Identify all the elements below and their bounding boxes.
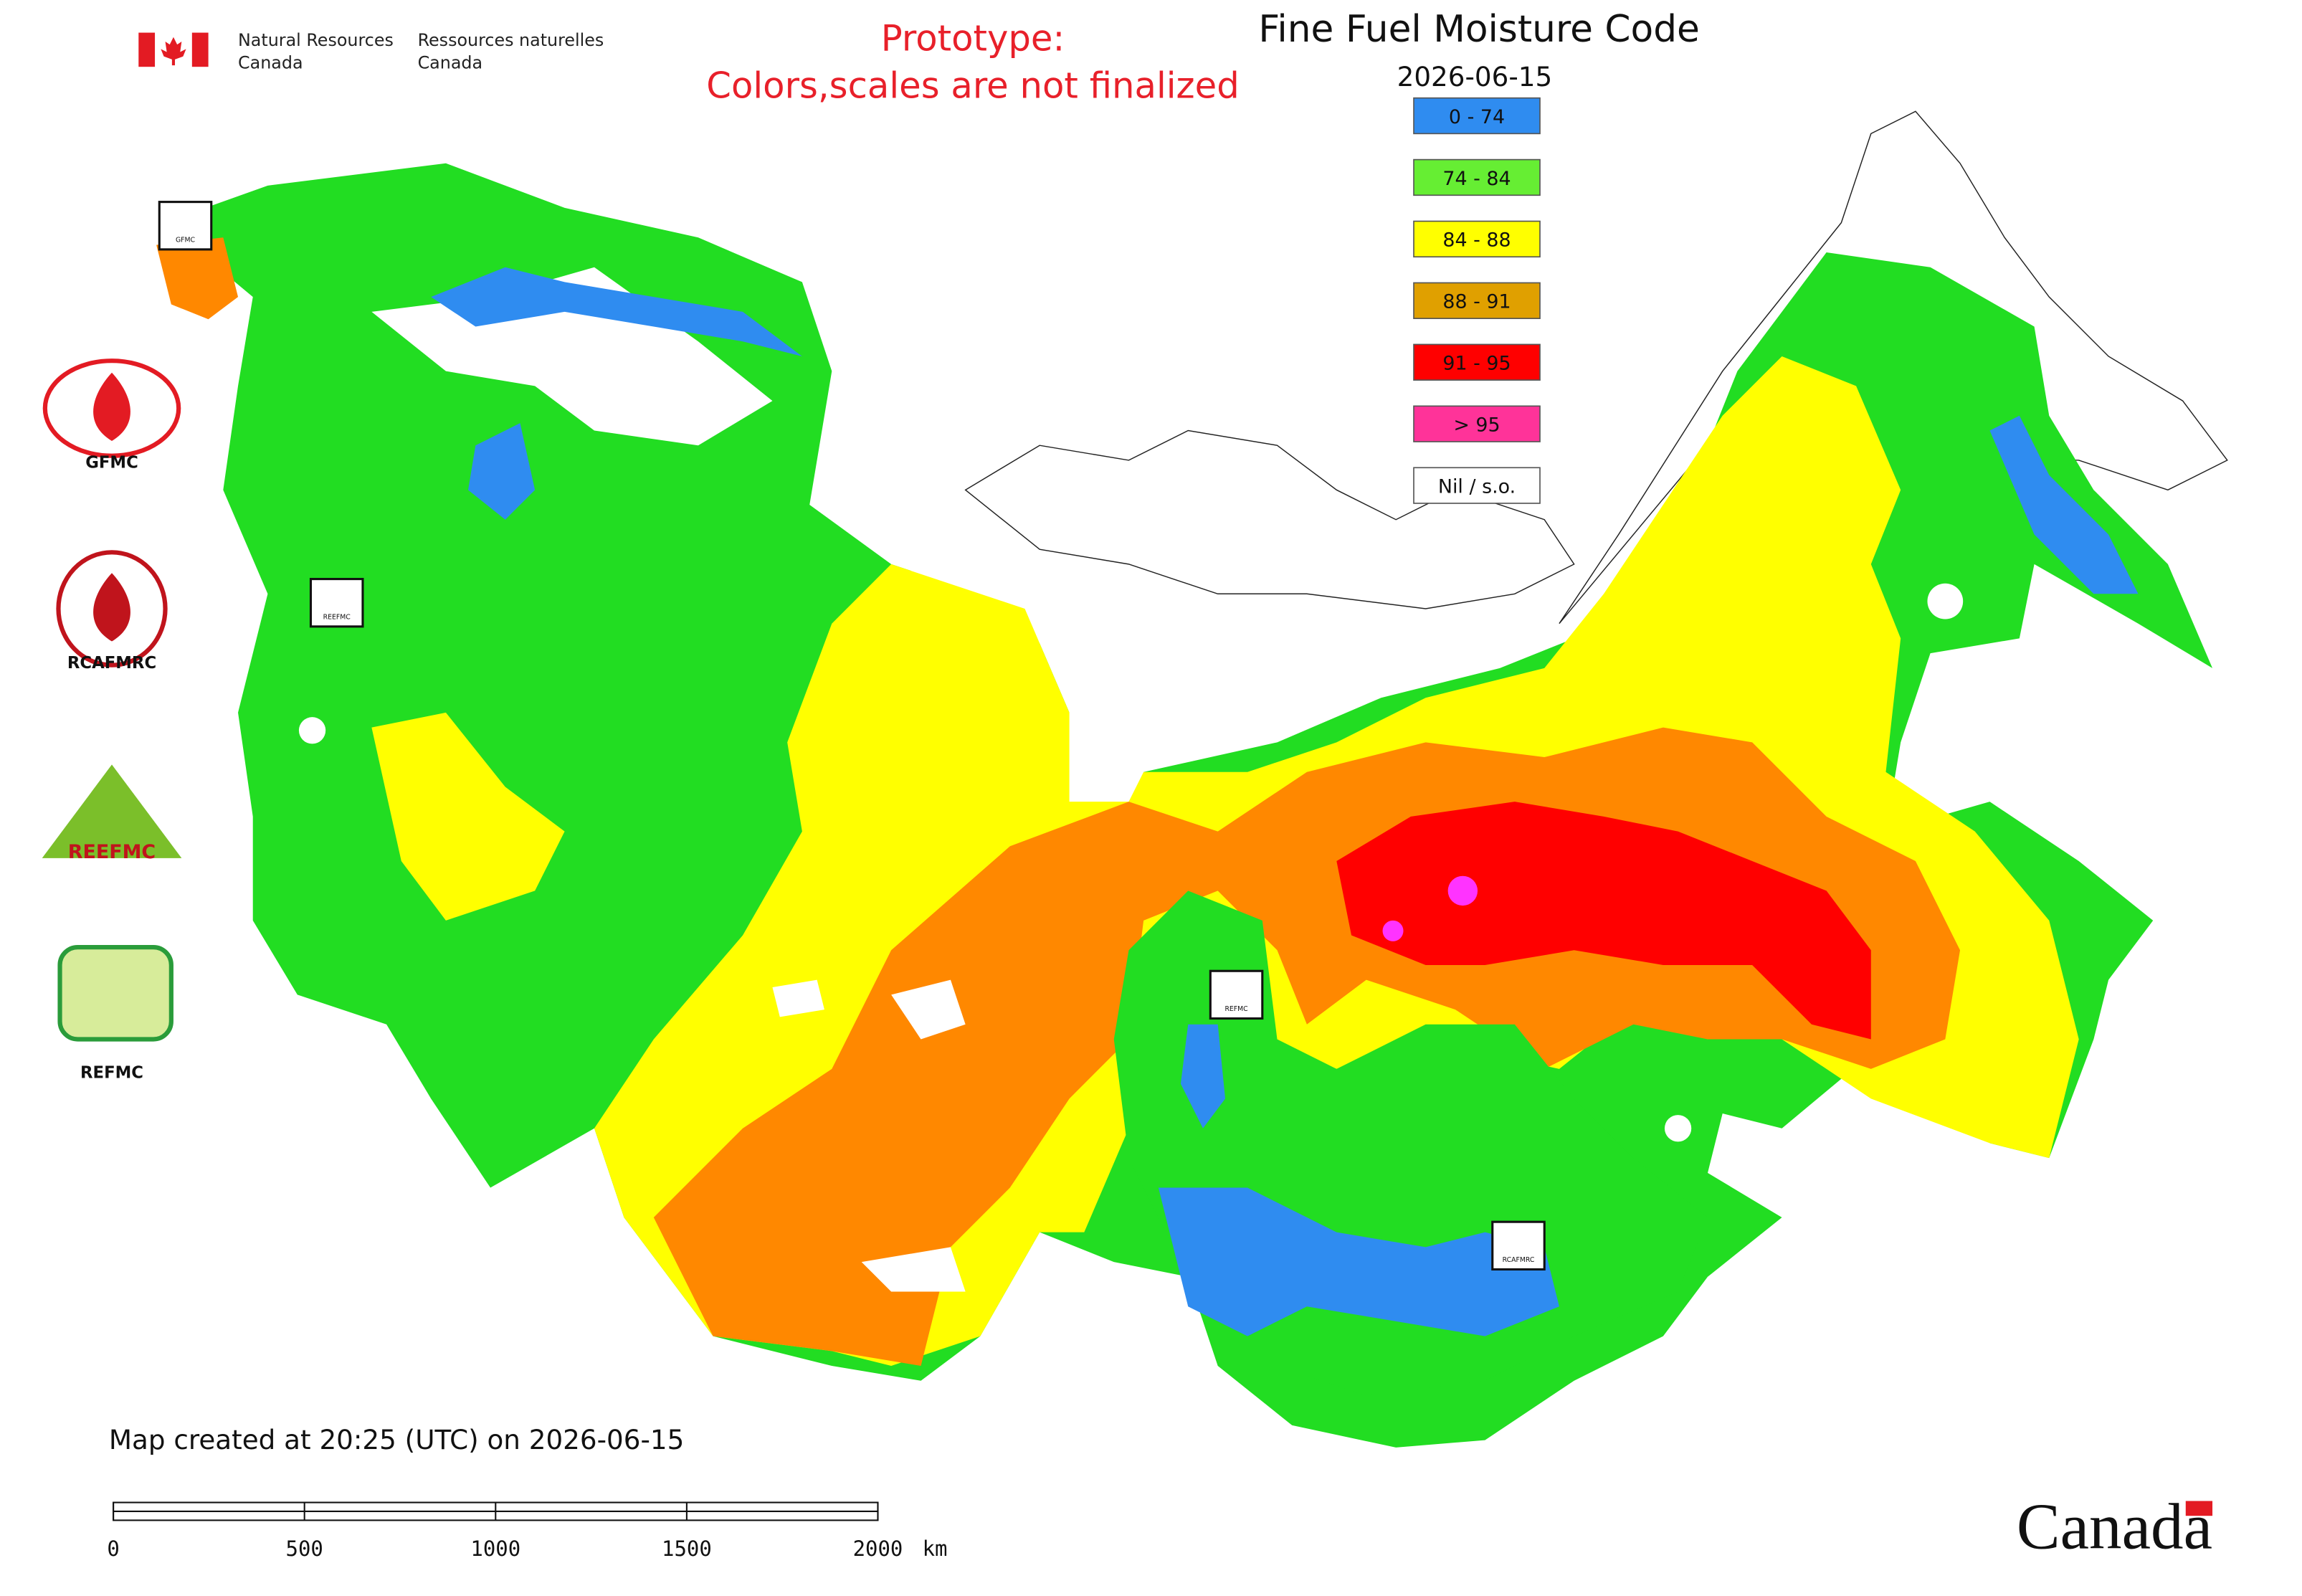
logo-label: RCAFMRC — [67, 654, 156, 673]
arctic-islands — [964, 429, 1575, 609]
region-blue-lake — [467, 423, 536, 520]
notice: Colors,scales are not finalized — [706, 65, 1239, 107]
legend-swatch — [1413, 158, 1541, 196]
agency-header: Natural Resources Canada Ressources natu… — [138, 30, 604, 72]
legend: 0 - 74 74 - 84 84 - 88 88 - 91 91 - 95 > 95 Ni… — [1413, 97, 1541, 504]
scale-unit: km — [923, 1536, 948, 1561]
scale-label: 500 — [286, 1536, 323, 1561]
station-badge — [1209, 969, 1264, 1020]
map-date: 2026-06-15 — [1397, 61, 1553, 92]
badge-label: REFMC — [1224, 1005, 1247, 1013]
logo-emblem — [57, 944, 173, 1042]
region-blue-mongolia — [1158, 1187, 1559, 1336]
legend-swatch — [1413, 467, 1541, 504]
legend-swatch — [1413, 97, 1541, 135]
station-badges: GFMC REEFMC REFMC RCAFMRC — [158, 201, 1546, 1270]
region-blue-north — [431, 267, 802, 356]
scale-label: 2000 — [853, 1536, 903, 1561]
scale-bar: 0 500 1000 1500 2000 km — [107, 1501, 948, 1561]
legend-swatch — [1413, 405, 1541, 442]
legend-swatch — [1413, 220, 1541, 258]
notice: Prototype: — [881, 17, 1065, 59]
station-badge — [1491, 1220, 1546, 1270]
wordmark-flag — [2185, 1501, 2213, 1516]
legend-label: 74 - 84 — [1442, 168, 1511, 190]
legend-label: > 95 — [1453, 414, 1500, 437]
logo-column: GFMC RCAFMRC REEFMC REFMC — [42, 358, 182, 1082]
maple-leaf — [161, 37, 186, 66]
logo-flame — [93, 372, 130, 441]
canada-wordmark: Canada — [2017, 1491, 2212, 1563]
created-note: Map created at 20:25 (UTC) on 2026-06-15 — [109, 1424, 684, 1455]
dept-en: Natural Resources — [238, 30, 394, 50]
dept-fr: Canada — [418, 52, 483, 72]
legend-label: 84 - 88 — [1442, 229, 1511, 252]
region-magenta — [1382, 920, 1404, 941]
station-badge — [158, 201, 213, 251]
dept-fr: Ressources naturelles — [418, 30, 604, 50]
flag-band — [138, 32, 156, 67]
logo-label: GFMC — [85, 453, 138, 472]
scale-label: 1000 — [470, 1536, 520, 1561]
logo-flame — [93, 573, 130, 642]
region-orange-scandinavia — [156, 237, 239, 320]
nil-patches — [772, 698, 1159, 1292]
scale-label: 1500 — [662, 1536, 712, 1561]
map-title: Fine Fuel Moisture Code — [1258, 8, 1700, 51]
dept-en: Canada — [238, 52, 303, 72]
station-badge — [309, 578, 364, 628]
region-blue-kamchatka — [1989, 415, 2139, 594]
flag-band — [191, 32, 209, 67]
badge-label: REEFMC — [323, 613, 351, 621]
logo-label: REFMC — [80, 1063, 143, 1082]
legend-swatch — [1413, 343, 1541, 381]
legend-label: 88 - 91 — [1442, 291, 1511, 313]
nil-patch — [1927, 583, 1964, 619]
badge-label: RCAFMRC — [1503, 1256, 1535, 1264]
region-yellow-west — [371, 712, 565, 921]
legend-label: 91 - 95 — [1442, 353, 1511, 375]
nil-patch — [298, 717, 326, 744]
logo-label: REEFMC — [68, 841, 156, 863]
badge-label: GFMC — [176, 237, 195, 244]
region-blue-baikal — [1180, 1024, 1226, 1129]
logo-emblem — [42, 764, 182, 858]
nil-patch — [1664, 1115, 1692, 1142]
scale-label: 0 — [107, 1536, 119, 1561]
region-magenta — [1447, 875, 1478, 906]
region-red — [1336, 802, 1871, 1040]
legend-label: Nil / s.o. — [1438, 475, 1516, 498]
legend-swatch — [1413, 282, 1541, 319]
legend-label: 0 - 74 — [1449, 106, 1505, 128]
